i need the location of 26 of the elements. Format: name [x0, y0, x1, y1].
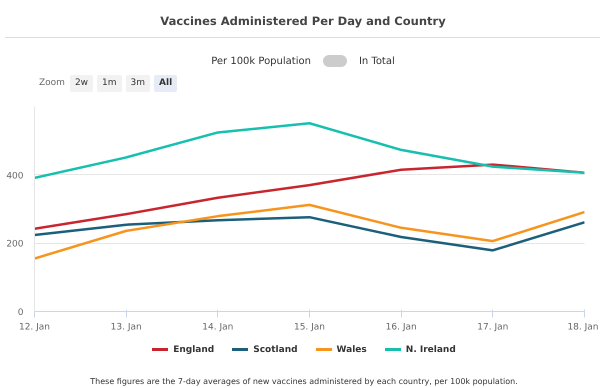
x-tick-label: 17. Jan — [477, 322, 508, 332]
text: All — [154, 75, 178, 92]
y-tick-label: 400 — [6, 171, 24, 182]
text: These figures are the 7-day averages of new vaccines administered by each country, per 100k population. — [89, 376, 519, 388]
line-series — [34, 216, 584, 252]
text: Zoom — [39, 78, 65, 88]
text: Per 100k Population — [211, 56, 311, 67]
chart-title: Vaccines Administered Per Day and Country — [5, 5, 600, 38]
legend-label: N. Ireland — [404, 345, 456, 355]
x-tick-label: 16. Jan — [386, 322, 417, 332]
legend-label: Wales — [336, 345, 367, 355]
x-tick-label: 12. Jan — [18, 322, 50, 332]
x-tick-label: 13. Jan — [110, 322, 142, 332]
line-series — [34, 122, 584, 180]
text: In Total — [358, 56, 395, 67]
text: 3m — [126, 75, 150, 92]
text: 1m — [97, 75, 122, 92]
legend-label: Scotland — [252, 345, 298, 355]
y-tick-label: 200 — [6, 240, 24, 250]
legend-label: England — [172, 345, 214, 355]
y-tick-label: 0 — [18, 308, 24, 318]
text: 2w — [70, 75, 94, 92]
x-tick-label: 14. Jan — [202, 322, 234, 332]
x-tick-label: 15. Jan — [294, 322, 326, 332]
x-tick-label: 18. Jan — [567, 322, 599, 332]
line-series — [34, 204, 584, 260]
